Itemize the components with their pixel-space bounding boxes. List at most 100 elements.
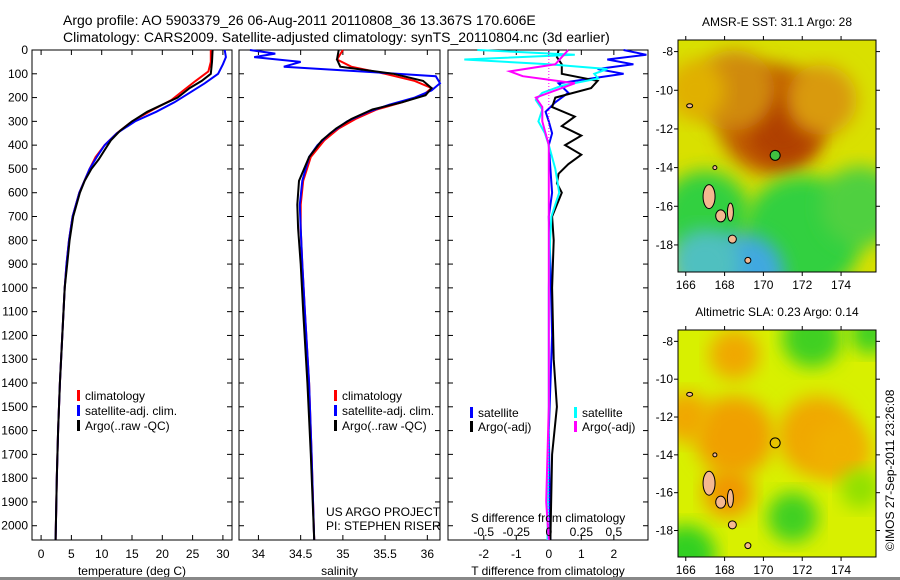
depth-tick-label: 1100 (2, 305, 28, 319)
depth-tick-label: 400 (8, 138, 28, 152)
island-coastline (686, 103, 694, 109)
depth-tick-label: 0 (21, 43, 28, 57)
legend-label: climatology (342, 389, 402, 403)
depth-tick-label: 1700 (1, 447, 28, 461)
x-tick-label: -1 (511, 547, 522, 561)
series-line-argo-raw-qc- (296, 49, 434, 541)
lat-tick-label: -14 (656, 161, 674, 175)
legend-swatch (77, 405, 80, 416)
legend-swatch (334, 390, 337, 401)
temperature-xlabel: temperature (deg C) (78, 564, 186, 578)
depth-tick-label: 2000 (1, 519, 28, 533)
field-blob (678, 525, 716, 557)
x-tick-label: 20 (156, 547, 170, 561)
x-tick-label: 25 (186, 547, 200, 561)
argo-float-marker (769, 437, 781, 449)
x-tick-label: 35 (336, 547, 350, 561)
differences-panel: -2 -1 0 1 2 T difference from climatology -0.5… (447, 49, 649, 578)
field-blob (678, 229, 741, 272)
salinity-xlabel: salinity (321, 564, 358, 578)
legend-label: satellite (478, 406, 519, 420)
depth-tick-label: 1200 (1, 328, 28, 342)
island-coastline (726, 202, 734, 222)
legend-label: Argo(..raw -QC) (85, 419, 170, 433)
legend-label: Argo(-adj) (582, 420, 635, 434)
island-coastline (712, 165, 718, 171)
lat-tick-label: -16 (656, 486, 674, 500)
lon-tick-label: 172 (792, 278, 812, 292)
legend-label: satellite (582, 406, 623, 420)
legend-swatch (334, 420, 337, 431)
s-tick-label: 0 (545, 525, 552, 539)
depth-tick-label: 1900 (1, 495, 28, 509)
x-tick-label: 2 (611, 547, 618, 561)
sst-map-frame (677, 39, 877, 273)
lat-tick-label: -14 (656, 448, 674, 462)
depth-tick-label: 200 (8, 91, 28, 105)
field-blob (811, 421, 872, 482)
project-annotation: PI: STEPHEN RISER (326, 519, 441, 533)
legend-label: climatology (85, 389, 145, 403)
figure-title-line1: Argo profile: AO 5903379_26 06-Aug-2011 … (63, 12, 536, 28)
lon-tick-label: 166 (676, 278, 696, 292)
lat-tick-label: -10 (656, 83, 674, 97)
x-tick-label: -2 (478, 547, 489, 561)
lat-tick-label: -18 (656, 524, 674, 538)
x-tick-label: 0 (545, 547, 552, 561)
lon-tick-label: 170 (753, 278, 773, 292)
depth-tick-label: 300 (8, 114, 28, 128)
island-coastline (702, 470, 716, 496)
s-axis-label: S difference from climatology (471, 511, 626, 525)
field-blob (709, 330, 760, 380)
x-tick-label: 1 (578, 547, 585, 561)
lat-tick-label: -12 (656, 410, 674, 424)
sst-map-title: AMSR-E SST: 31.1 Argo: 28 (702, 15, 852, 29)
window-bottom-border (0, 577, 900, 580)
imos-credit: ©IMOS 27-Sep-2011 23:26:08 (883, 389, 897, 551)
field-blob (767, 492, 818, 543)
legend-swatch (334, 405, 337, 416)
lon-tick-label: 174 (831, 563, 851, 577)
differences-xlabel: T difference from climatology (471, 564, 625, 578)
island-coastline (727, 520, 737, 530)
legend-swatch (77, 420, 80, 431)
field-blob (850, 330, 876, 354)
sla-map: 166 168 170 172 174 -8 -10 -12 -14 -16 -18 Altimetr… (656, 305, 880, 577)
x-tick-label: 30 (216, 547, 230, 561)
legend-swatch (470, 421, 473, 432)
series-line-s-satellite (464, 49, 608, 541)
x-tick-label: 5 (68, 547, 75, 561)
x-tick-label: 34.5 (289, 547, 313, 561)
sst-map-field (678, 40, 876, 272)
lon-tick-label: 168 (715, 563, 735, 577)
salinity-axes-box (238, 49, 441, 541)
lat-tick-label: -8 (662, 334, 673, 348)
temperature-panel: 0 5 10 15 20 25 300100200300400500600700800900… (1, 43, 233, 578)
field-blob (786, 64, 857, 135)
sst-map: 166 168 170 172 174 -8 -10 -12 -14 -16 -18 AMSR-E S… (656, 15, 880, 292)
depth-tick-label: 100 (8, 67, 28, 81)
lat-tick-label: -10 (656, 372, 674, 386)
legend-swatch (574, 421, 577, 432)
lat-tick-label: -16 (656, 199, 674, 213)
island-coastline (744, 256, 752, 264)
lon-tick-label: 174 (831, 278, 851, 292)
x-tick-label: 15 (125, 547, 139, 561)
lat-tick-label: -12 (656, 122, 674, 136)
x-tick-label: 10 (95, 547, 109, 561)
sla-map-frame (677, 329, 877, 558)
depth-tick-label: 1400 (1, 376, 28, 390)
legend-swatch (574, 407, 577, 418)
lon-tick-label: 168 (715, 278, 735, 292)
s-tick-label: -0.25 (503, 525, 531, 539)
island-coastline (702, 184, 716, 210)
lon-tick-label: 170 (753, 563, 773, 577)
field-blob (840, 468, 876, 509)
lon-tick-label: 172 (792, 563, 812, 577)
depth-tick-label: 1500 (1, 400, 28, 414)
island-coastline (726, 488, 734, 508)
legend-label: satellite-adj. clim. (85, 404, 177, 418)
figure-title-line2: Climatology: CARS2009. Satellite-adjuste… (63, 29, 610, 45)
